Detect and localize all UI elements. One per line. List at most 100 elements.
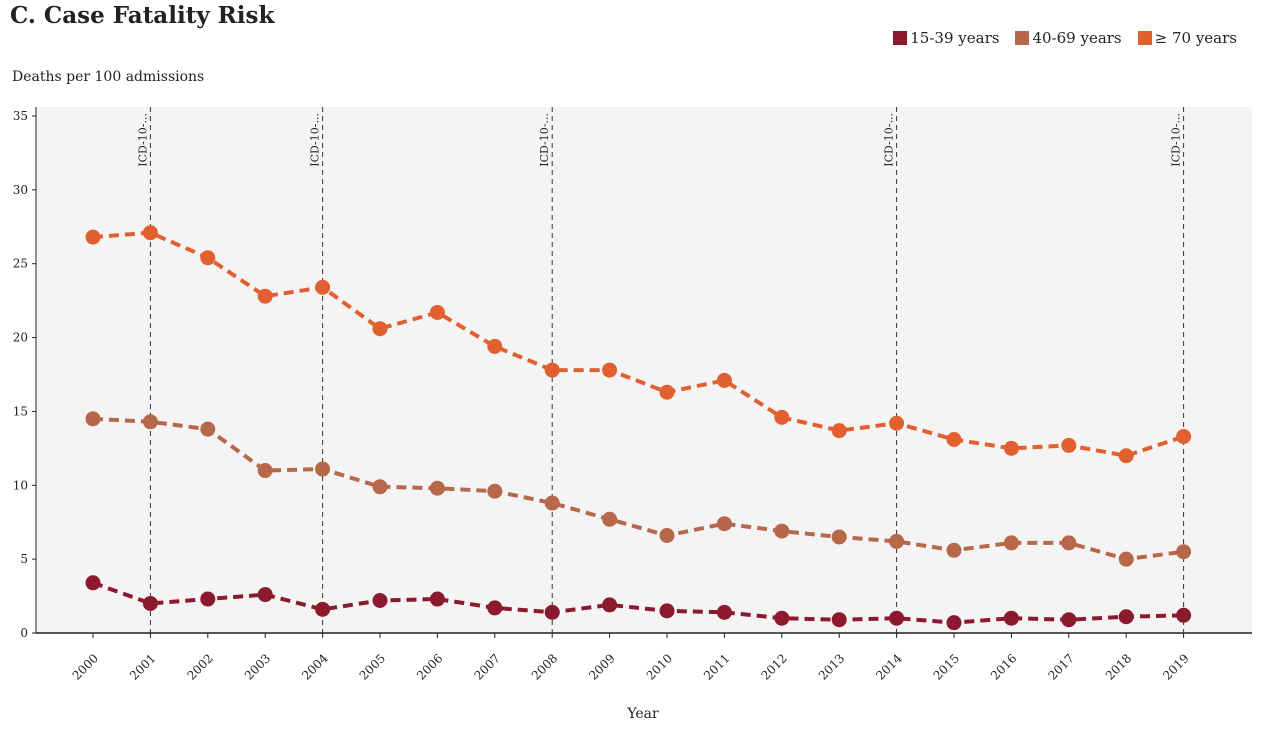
data-point-series-1[interactable] [946,542,962,558]
y-tick-label: 25 [13,257,28,271]
data-point-series-2[interactable] [946,431,962,447]
x-axis-title: Year [626,706,659,722]
x-tick-label: 2015 [931,651,962,682]
data-point-series-0[interactable] [659,603,675,619]
x-tick-label: 2010 [644,651,675,682]
data-point-series-1[interactable] [831,529,847,545]
data-point-series-1[interactable] [429,480,445,496]
series-layer [85,225,1192,631]
data-point-series-2[interactable] [429,304,445,320]
data-point-series-0[interactable] [257,587,273,603]
data-point-series-2[interactable] [315,279,331,295]
data-point-series-0[interactable] [372,593,388,609]
y-tick-label: 30 [13,183,28,197]
legend-item-40-69[interactable]: 40-69 years [1015,29,1122,47]
x-tick-label: 2017 [1045,651,1076,682]
legend-item-70-plus[interactable]: ≥ 70 years [1137,29,1237,47]
legend-label-15-39: 15-39 years [910,29,1000,47]
y-tick-label: 15 [13,404,28,418]
data-point-series-2[interactable] [257,288,273,304]
data-point-series-1[interactable] [774,523,790,539]
data-point-series-0[interactable] [774,610,790,626]
legend: 15-39 years 40-69 years ≥ 70 years [877,29,1237,47]
data-point-series-1[interactable] [889,533,905,549]
x-tick-label: 2016 [988,651,1019,682]
data-point-series-2[interactable] [200,250,216,266]
data-point-series-1[interactable] [315,461,331,477]
annotation-label: ICD-10-... [538,113,551,167]
legend-item-15-39[interactable]: 15-39 years [893,29,999,47]
x-tick-label: 2005 [357,651,388,682]
data-point-series-1[interactable] [257,463,273,479]
data-point-series-0[interactable] [487,600,503,616]
data-point-series-2[interactable] [659,384,675,400]
data-point-series-0[interactable] [1176,607,1192,623]
chart-title: C. Case Fatality Risk [10,2,275,29]
data-point-series-0[interactable] [889,610,905,626]
data-point-series-2[interactable] [142,225,158,241]
x-tick-label: 2002 [184,651,215,682]
data-point-series-1[interactable] [85,411,101,427]
data-point-series-0[interactable] [200,591,216,607]
annotations-layer: ICD-10-... ICD-10-... ICD-10-... ICD-10-...… [136,107,1185,633]
legend-swatch-15-39 [893,31,908,45]
data-point-series-0[interactable] [716,604,732,620]
x-tick-label: 2008 [529,651,560,682]
data-point-series-0[interactable] [544,604,560,620]
data-point-series-2[interactable] [372,321,388,337]
data-point-series-2[interactable] [1118,448,1134,464]
x-tick-label: 2012 [758,651,789,682]
x-tick-label: 2013 [816,651,847,682]
data-point-series-2[interactable] [544,362,560,378]
data-point-series-1[interactable] [372,479,388,495]
y-tick-label: 10 [13,478,28,492]
data-point-series-2[interactable] [716,372,732,388]
data-point-series-0[interactable] [1061,612,1077,628]
data-point-series-2[interactable] [889,415,905,431]
plot-background [36,107,1252,633]
data-point-series-2[interactable] [1003,440,1019,456]
data-point-series-0[interactable] [946,615,962,631]
data-point-series-0[interactable] [602,597,618,613]
data-point-series-1[interactable] [1118,551,1134,567]
data-point-series-1[interactable] [1061,535,1077,551]
data-point-series-1[interactable] [487,483,503,499]
data-point-series-2[interactable] [602,362,618,378]
data-point-series-2[interactable] [487,338,503,354]
data-point-series-1[interactable] [659,528,675,544]
series-line-1 [92,416,1184,562]
series-line-2 [92,230,1185,458]
data-point-series-2[interactable] [85,229,101,245]
y-tick-label: 5 [20,552,28,566]
y-tick-label: 0 [20,626,28,640]
data-point-series-2[interactable] [831,423,847,439]
data-point-series-0[interactable] [429,591,445,607]
x-tick-label: 2007 [471,651,502,682]
data-point-series-0[interactable] [142,595,158,611]
data-point-series-2[interactable] [1061,437,1077,453]
x-tick-label: 2006 [414,651,445,682]
data-point-series-0[interactable] [1003,610,1019,626]
annotation-label: ICD-10-... [883,113,896,167]
legend-label-40-69: 40-69 years [1032,29,1122,47]
x-tick-label: 2019 [1160,651,1191,682]
data-point-series-2[interactable] [774,409,790,425]
data-point-series-0[interactable] [831,612,847,628]
data-point-series-1[interactable] [716,516,732,532]
x-tick-label: 2003 [242,651,273,682]
data-point-series-1[interactable] [142,414,158,430]
x-tick-label: 2011 [701,651,732,682]
data-point-series-1[interactable] [200,421,216,437]
data-point-series-1[interactable] [1176,544,1192,560]
data-point-series-1[interactable] [602,511,618,527]
data-point-series-0[interactable] [315,601,331,617]
legend-swatch-70-plus [1137,31,1152,45]
x-tick-label: 2004 [299,651,331,683]
x-tick-label: 2009 [586,651,617,682]
data-point-series-2[interactable] [1176,429,1192,445]
data-point-series-1[interactable] [544,495,560,511]
data-point-series-0[interactable] [1118,609,1134,625]
data-point-series-1[interactable] [1003,535,1019,551]
data-point-series-0[interactable] [85,575,101,591]
x-tick-label: 2000 [70,651,101,682]
